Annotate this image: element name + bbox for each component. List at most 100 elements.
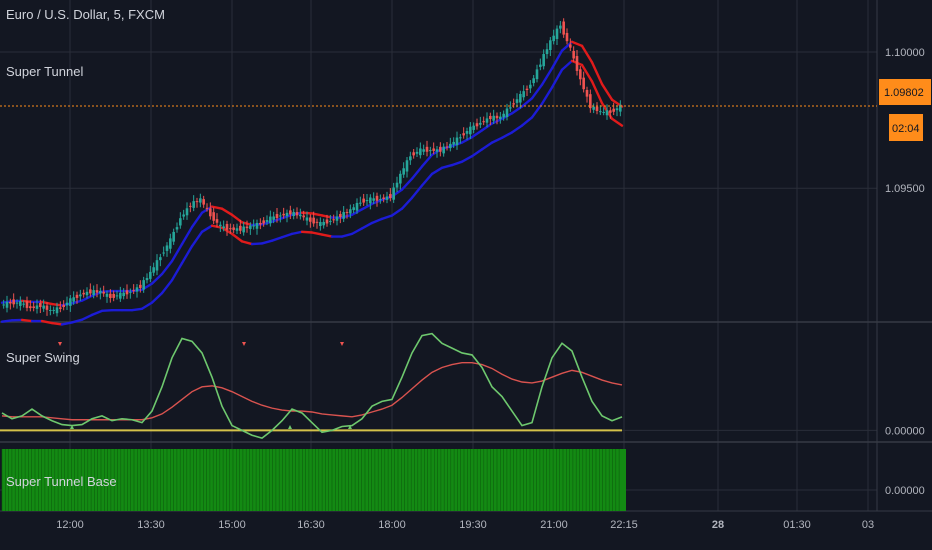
candle-body	[359, 202, 362, 204]
tunnel-upper-segment	[540, 67, 554, 86]
candle-body	[362, 198, 365, 203]
candle-body	[395, 182, 399, 188]
tunnel-lower-segment	[270, 236, 284, 242]
candle-body	[355, 202, 359, 211]
candle-body	[612, 108, 615, 112]
candle-body	[472, 125, 475, 130]
tunnel-upper-segment	[530, 83, 544, 100]
tunnel-upper-segment	[520, 97, 534, 108]
price-axis[interactable]: 1.10000 1.09500 0.00000 0.00000	[885, 47, 925, 497]
candle-body	[119, 292, 122, 299]
tunnel-lower-segment	[100, 308, 114, 313]
candle-body	[312, 217, 315, 224]
time-tick-label: 18:00	[378, 519, 406, 531]
time-axis[interactable]: 12:00 13:30 15:00 16:30 18:00 19:30 21:00 22:15…	[56, 519, 874, 531]
tunnel-lower-segment	[480, 141, 494, 151]
tunnel-lower-segment	[250, 242, 264, 246]
candle-body	[302, 215, 305, 218]
tunnel-lower-segment	[170, 261, 184, 282]
candle-body	[285, 212, 289, 217]
tunnel-lower-segment	[20, 318, 34, 323]
candle-body	[582, 77, 585, 90]
candle-body	[279, 215, 282, 217]
candle-body	[572, 50, 575, 59]
candle-body	[322, 221, 325, 226]
candle-body	[449, 143, 452, 149]
candle-body	[562, 21, 565, 35]
candle-body	[499, 116, 502, 120]
price-tick-label: 1.09500	[885, 183, 925, 195]
candle-body	[125, 290, 129, 295]
indicator-title-super-tunnel-base[interactable]: Super Tunnel Base	[6, 474, 117, 489]
tunnel-lower-segment	[360, 221, 374, 230]
candle-body	[532, 78, 535, 84]
candle-body	[585, 89, 589, 97]
candle-body	[59, 307, 62, 309]
candle-body	[122, 292, 125, 297]
tunnel-lower-segment	[540, 86, 554, 105]
candle-body	[162, 252, 165, 254]
candle-body	[182, 214, 185, 217]
candle-body	[172, 231, 175, 242]
tunnel-lower-segment	[80, 313, 94, 321]
tunnel-lower-segment	[410, 184, 424, 199]
candle-body	[455, 137, 459, 146]
base-tick-label: 0.00000	[885, 485, 925, 497]
candle-body	[219, 224, 222, 227]
candle-body	[159, 257, 162, 261]
candle-body	[429, 150, 432, 152]
tunnel-lower-segment	[290, 230, 304, 236]
candle-body	[229, 228, 232, 230]
tunnel-upper-segment	[160, 259, 174, 276]
candle-body	[19, 301, 22, 306]
candle-body	[309, 217, 312, 222]
candle-body	[332, 219, 335, 221]
symbol-title[interactable]: Euro / U.S. Dollar, 5, FXCM	[6, 7, 165, 22]
tunnel-lower-segment	[60, 321, 74, 326]
super-swing-lines	[0, 332, 623, 440]
super-tunnel-base-histogram	[1, 449, 626, 511]
tunnel-lower-segment	[340, 232, 354, 238]
candle-body	[39, 303, 42, 308]
candle-body	[155, 260, 159, 271]
swing-fast-line	[1, 332, 623, 440]
candle-body	[469, 126, 472, 135]
candle-body	[152, 267, 155, 273]
tunnel-lower-segment	[420, 172, 434, 187]
tunnel-lower-segment	[70, 318, 84, 324]
candle-body	[519, 93, 522, 103]
candle-body	[192, 201, 195, 208]
indicator-title-super-swing[interactable]: Super Swing	[6, 350, 80, 365]
candle-body	[415, 151, 419, 154]
candle-body	[555, 28, 559, 39]
time-tick-label: 03	[862, 519, 874, 531]
candle-body	[215, 219, 219, 223]
indicator-title-super-tunnel[interactable]: Super Tunnel	[6, 64, 83, 79]
candle-body	[525, 88, 529, 90]
candle-body	[329, 220, 332, 222]
candle-body	[385, 196, 389, 200]
candle-body	[495, 115, 499, 119]
tunnel-lower-segment	[470, 148, 484, 158]
candle-body	[392, 187, 395, 200]
base-fill	[2, 449, 626, 511]
candle-body	[615, 108, 619, 111]
candle-body	[489, 115, 492, 120]
candle-body	[475, 123, 479, 127]
candle-body	[345, 212, 349, 214]
candle-body	[132, 290, 135, 292]
tunnel-upper-segment	[210, 205, 224, 210]
candle-body	[212, 212, 215, 221]
candle-body	[179, 218, 182, 226]
candle-body	[5, 301, 9, 308]
candle-body	[239, 225, 242, 231]
candle-body	[49, 310, 52, 312]
candle-body	[45, 305, 49, 310]
candle-body	[209, 208, 212, 217]
candle-body	[272, 216, 275, 220]
tunnel-lower-segment	[440, 163, 454, 170]
candle-body	[542, 54, 545, 67]
tunnel-lower-segment	[320, 233, 334, 238]
candle-body	[482, 121, 485, 123]
